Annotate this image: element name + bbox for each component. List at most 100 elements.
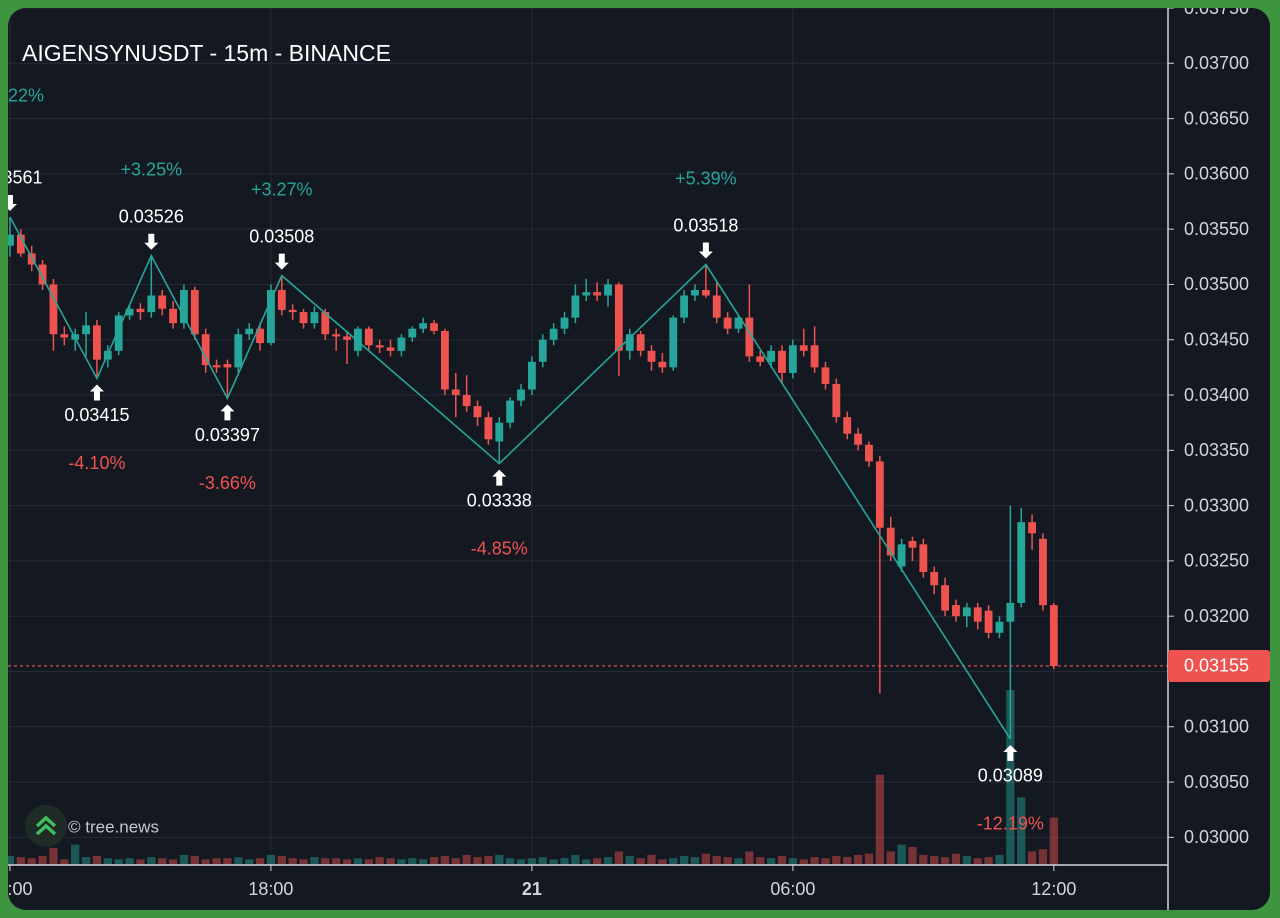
volume-bar <box>1027 851 1037 865</box>
candle-body <box>125 308 134 316</box>
candle-body <box>343 336 351 340</box>
volume-bar <box>603 857 613 865</box>
candle-body <box>8 234 14 246</box>
pivot-change-label: -4.85% <box>471 538 528 558</box>
watermark: © tree.news <box>25 805 159 847</box>
candle-body <box>386 347 395 351</box>
candle-body <box>538 339 547 362</box>
pivot-price-label: 0.03089 <box>978 766 1043 786</box>
candle-body <box>908 540 917 548</box>
candle-body <box>49 284 58 335</box>
volume-bar <box>810 857 819 865</box>
candle-body <box>701 289 710 296</box>
volume-bar <box>332 858 341 865</box>
volume-bar <box>168 859 178 865</box>
candle-body <box>941 585 950 611</box>
volume-bar <box>516 859 526 865</box>
volume-bar <box>147 857 156 865</box>
volume-bar <box>1038 849 1048 865</box>
candle-body <box>147 295 156 313</box>
candle-body <box>495 422 504 442</box>
candle-body <box>419 323 428 329</box>
volume-bar <box>766 858 776 865</box>
candle-body <box>658 361 667 368</box>
volume-bar <box>527 858 537 865</box>
candle-body <box>321 312 330 335</box>
candle-body <box>38 264 47 285</box>
volume-bar <box>27 858 36 865</box>
volume-bar <box>342 859 352 865</box>
volume-bar <box>930 855 939 865</box>
candle-body <box>234 334 243 368</box>
volume-bar <box>886 851 895 865</box>
candle-body <box>560 317 569 329</box>
volume-bar <box>940 857 950 865</box>
volume-bar <box>908 846 917 865</box>
volume-bar <box>8 855 15 865</box>
candle-body <box>865 444 873 462</box>
candle-body <box>582 292 591 296</box>
candle-body <box>277 289 286 310</box>
volume-bar <box>690 857 700 865</box>
volume-bar <box>821 858 830 865</box>
candle-body <box>430 323 438 331</box>
candle-body <box>60 334 69 338</box>
logo-chevrons <box>35 815 57 836</box>
volume-bar <box>538 857 547 865</box>
volume-bar <box>995 854 1004 865</box>
candle-body <box>669 317 678 368</box>
volume-bar <box>777 855 787 865</box>
candle-body <box>821 367 830 384</box>
panel <box>8 8 1270 910</box>
volume-bar <box>962 855 971 865</box>
volume-bar <box>386 858 395 865</box>
volume-bar <box>864 853 874 865</box>
candle-body <box>158 295 167 309</box>
volume-bar <box>201 859 210 865</box>
volume-bar <box>49 848 58 865</box>
pivot-arrow <box>89 384 104 401</box>
volume-bar <box>60 859 69 865</box>
candle-layer <box>8 216 1058 739</box>
candle-body <box>517 389 525 401</box>
y-tick-label: 0.03450 <box>1184 329 1249 349</box>
y-tick-label: 0.03550 <box>1184 219 1249 239</box>
volume-bar <box>1049 817 1058 865</box>
candle-body <box>82 325 90 335</box>
candle-body <box>952 605 960 617</box>
candle-body <box>299 312 308 324</box>
last-price-label: 0.03155 <box>1184 656 1249 676</box>
volume-bar <box>582 859 591 865</box>
candle-body <box>527 361 536 390</box>
y-tick-label: 0.03100 <box>1184 717 1249 737</box>
candle-body <box>778 350 786 373</box>
y-tick-label: 0.03250 <box>1184 551 1249 571</box>
volume-bar <box>723 857 732 865</box>
y-tick-label: 0.03500 <box>1184 274 1249 294</box>
volume-bar <box>462 854 471 865</box>
candle-body <box>604 284 612 296</box>
pivot-arrow <box>698 242 713 259</box>
volume-bar <box>223 858 232 865</box>
candle-body <box>832 383 841 418</box>
pivot-price-label: 0.03415 <box>64 405 129 425</box>
y-tick-label: 0.03200 <box>1184 606 1249 626</box>
volume-bar <box>734 858 743 865</box>
y-tick-label: 0.03050 <box>1184 772 1249 792</box>
volume-bar <box>429 857 439 865</box>
volume-bar <box>440 855 450 865</box>
candle-body <box>756 356 765 362</box>
candle-body <box>549 328 558 340</box>
candle-body <box>190 289 199 335</box>
candle-body <box>734 317 743 329</box>
pivot-change-label: 22% <box>8 86 44 106</box>
candle-body <box>875 461 884 528</box>
candle-body <box>256 328 264 344</box>
volume-bar <box>658 859 667 865</box>
candle-body <box>745 317 754 357</box>
y-tick-label: 0.03700 <box>1184 53 1249 73</box>
candle-body <box>397 337 406 351</box>
volume-bar <box>756 857 765 865</box>
x-tick-label: 18:00 <box>248 879 293 899</box>
